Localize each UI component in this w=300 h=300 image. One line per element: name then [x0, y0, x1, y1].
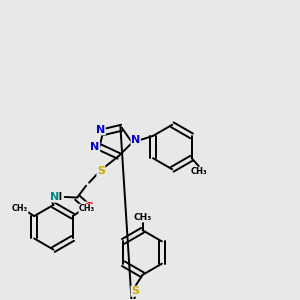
- Text: N: N: [131, 135, 140, 145]
- Text: S: S: [97, 166, 105, 176]
- Text: S: S: [131, 286, 139, 296]
- Text: O: O: [84, 202, 94, 212]
- Text: CH₃: CH₃: [134, 213, 152, 222]
- Text: N: N: [90, 142, 100, 152]
- Text: CH₃: CH₃: [12, 204, 28, 213]
- Text: H: H: [52, 192, 62, 202]
- Text: N: N: [96, 125, 105, 135]
- Text: CH₃: CH₃: [79, 204, 95, 213]
- Text: N: N: [50, 192, 59, 202]
- Text: CH₃: CH₃: [191, 167, 207, 176]
